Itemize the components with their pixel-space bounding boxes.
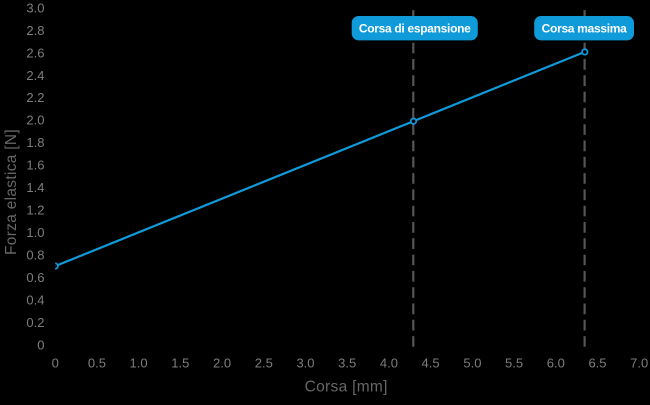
svg-text:2.6: 2.6	[26, 45, 44, 60]
svg-text:3.0: 3.0	[296, 356, 314, 371]
svg-text:Corsa di espansione: Corsa di espansione	[359, 22, 471, 36]
svg-text:4.5: 4.5	[422, 356, 440, 371]
svg-text:0: 0	[37, 337, 44, 352]
svg-text:0: 0	[52, 356, 59, 371]
svg-text:2.8: 2.8	[26, 23, 44, 38]
svg-text:Corsa massima: Corsa massima	[542, 22, 627, 36]
svg-text:1.0: 1.0	[26, 225, 44, 240]
svg-text:0.6: 0.6	[26, 270, 44, 285]
svg-text:Corsa [mm]: Corsa [mm]	[305, 378, 388, 395]
svg-text:2.4: 2.4	[26, 68, 44, 83]
svg-text:2.0: 2.0	[213, 356, 231, 371]
svg-text:4.0: 4.0	[380, 356, 398, 371]
svg-text:1.8: 1.8	[26, 135, 44, 150]
svg-text:0.4: 0.4	[26, 292, 44, 307]
svg-text:0.8: 0.8	[26, 248, 44, 263]
svg-text:Forza elastica [N]: Forza elastica [N]	[3, 129, 20, 255]
svg-text:2.2: 2.2	[26, 90, 44, 105]
svg-text:6.0: 6.0	[547, 356, 565, 371]
svg-text:1.5: 1.5	[171, 356, 189, 371]
svg-text:0.2: 0.2	[26, 315, 44, 330]
svg-text:2.5: 2.5	[255, 356, 273, 371]
svg-text:0.5: 0.5	[88, 356, 106, 371]
svg-text:7.0: 7.0	[630, 356, 648, 371]
svg-text:3.5: 3.5	[338, 356, 356, 371]
svg-text:1.6: 1.6	[26, 158, 44, 173]
svg-text:1.4: 1.4	[26, 180, 44, 195]
svg-text:5.5: 5.5	[505, 356, 523, 371]
svg-text:1.2: 1.2	[26, 203, 44, 218]
svg-text:2.0: 2.0	[26, 113, 44, 128]
svg-text:3.0: 3.0	[26, 0, 44, 15]
svg-text:1.0: 1.0	[130, 356, 148, 371]
svg-text:6.5: 6.5	[588, 356, 606, 371]
svg-text:5.0: 5.0	[463, 356, 481, 371]
